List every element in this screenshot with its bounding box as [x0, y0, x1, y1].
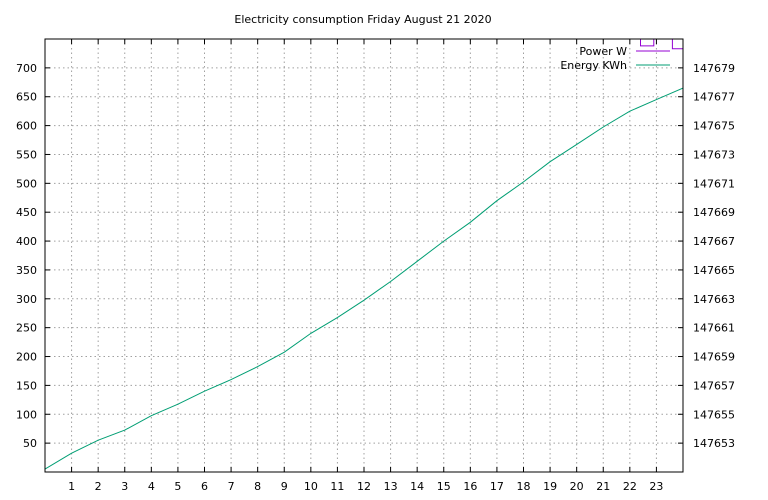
x-tick-label: 7: [228, 480, 235, 493]
x-tick-label: 6: [201, 480, 208, 493]
x-tick-label: 8: [254, 480, 261, 493]
y2-tick-label: 147671: [693, 177, 735, 190]
x-tick-label: 9: [281, 480, 288, 493]
series-line-power-w: [640, 39, 683, 50]
y2-tick-label: 147661: [693, 322, 735, 335]
y2-tick-label: 147657: [693, 379, 735, 392]
y-tick-label: 250: [16, 322, 37, 335]
x-tick-label: 13: [384, 480, 398, 493]
y-tick-label: 550: [16, 148, 37, 161]
legend-label: Energy KWh: [560, 59, 627, 72]
y2-tick-label: 147667: [693, 235, 735, 248]
y2-tick-label: 147663: [693, 293, 735, 306]
x-tick-label: 10: [304, 480, 318, 493]
y2-tick-label: 147653: [693, 437, 735, 450]
y2-tick-label: 147669: [693, 206, 735, 219]
y-tick-label: 500: [16, 177, 37, 190]
x-tick-label: 5: [174, 480, 181, 493]
y2-tick-label: 147677: [693, 91, 735, 104]
x-tick-label: 23: [649, 480, 663, 493]
gridlines: [45, 39, 683, 472]
y2-tick-label: 147655: [693, 408, 735, 421]
y2-tick-label: 147659: [693, 351, 735, 364]
y-tick-label: 100: [16, 408, 37, 421]
y2-tick-label: 147673: [693, 148, 735, 161]
y-tick-label: 300: [16, 293, 37, 306]
x-tick-label: 21: [596, 480, 610, 493]
y-tick-label: 150: [16, 379, 37, 392]
x-tick-label: 14: [410, 480, 424, 493]
y-tick-label: 700: [16, 62, 37, 75]
series-layer: [45, 39, 683, 470]
x-tick-label: 1: [68, 480, 75, 493]
y-tick-label: 350: [16, 264, 37, 277]
y2-tick-label: 147665: [693, 264, 735, 277]
x-tick-label: 22: [623, 480, 637, 493]
x-tick-label: 19: [543, 480, 557, 493]
x-tick-label: 2: [95, 480, 102, 493]
y2-tick-label: 147675: [693, 120, 735, 133]
x-tick-label: 17: [490, 480, 504, 493]
y2-tick-label: 147679: [693, 62, 735, 75]
ticks-layer: 1 2 3 4 5 6 7 8 9 10 11 12 13 14 15 16 17 18 19 20 21 22 23501…: [16, 39, 735, 493]
y-tick-label: 600: [16, 120, 37, 133]
y-tick-label: 200: [16, 351, 37, 364]
x-tick-label: 3: [121, 480, 128, 493]
y-tick-label: 400: [16, 235, 37, 248]
x-tick-label: 11: [330, 480, 344, 493]
y-tick-label: 50: [23, 437, 37, 450]
x-tick-label: 18: [517, 480, 531, 493]
x-tick-label: 16: [463, 480, 477, 493]
chart-title: Electricity consumption Friday August 21…: [234, 13, 491, 26]
legend-label: Power W: [579, 45, 627, 58]
x-tick-label: 20: [570, 480, 584, 493]
series-line-energy-kwh: [45, 87, 683, 470]
x-tick-label: 4: [148, 480, 155, 493]
x-tick-label: 12: [357, 480, 371, 493]
y-tick-label: 450: [16, 206, 37, 219]
y-tick-label: 650: [16, 91, 37, 104]
x-tick-label: 15: [437, 480, 451, 493]
